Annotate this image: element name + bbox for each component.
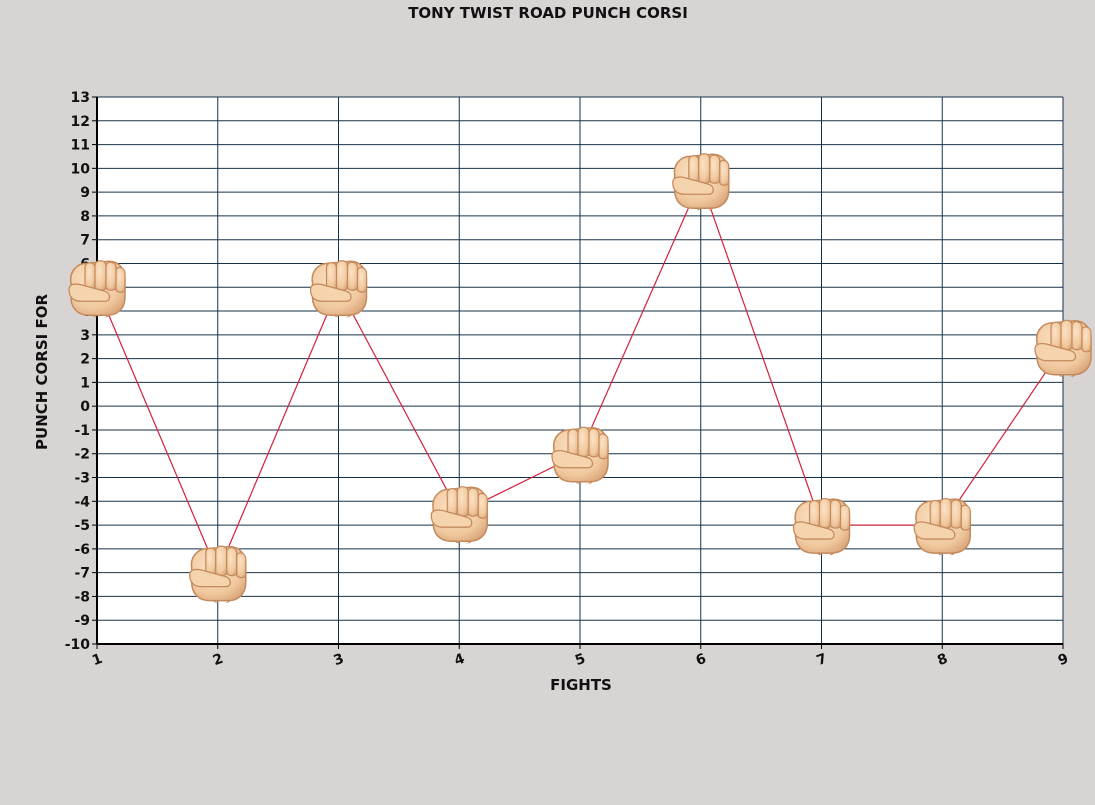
fist-icon bbox=[430, 485, 489, 544]
fist-icon bbox=[913, 497, 972, 556]
y-tick-label: -6 bbox=[74, 542, 90, 558]
y-tick-label: -8 bbox=[74, 589, 90, 605]
x-tick-label: 1 bbox=[90, 651, 105, 669]
x-tick-label: 8 bbox=[935, 651, 950, 669]
fist-icon bbox=[68, 259, 126, 318]
fist-icon bbox=[671, 152, 730, 211]
fist-icon bbox=[551, 426, 609, 484]
y-tick-label: 3 bbox=[80, 328, 90, 344]
x-tick-label: 9 bbox=[1056, 651, 1071, 669]
chart-title: TONY TWIST ROAD PUNCH CORSI bbox=[408, 4, 688, 22]
y-tick-label: 9 bbox=[80, 185, 90, 201]
x-tick-label: 3 bbox=[332, 651, 347, 669]
y-tick-label: -3 bbox=[74, 471, 90, 487]
y-tick-label: -9 bbox=[74, 613, 90, 629]
y-tick-label: -1 bbox=[74, 423, 90, 439]
y-tick-label: -2 bbox=[74, 447, 90, 463]
y-axis-ticks: -10-9-8-7-6-5-4-3-2-1012345678910111213 bbox=[65, 90, 97, 653]
x-axis-title: FIGHTS bbox=[550, 676, 612, 694]
y-tick-label: -4 bbox=[74, 494, 90, 510]
y-tick-label: 12 bbox=[71, 114, 90, 130]
y-tick-label: 0 bbox=[80, 399, 90, 415]
fist-icon bbox=[792, 497, 851, 556]
y-axis-title: PUNCH CORSI FOR bbox=[33, 294, 51, 450]
y-tick-label: 1 bbox=[80, 375, 90, 391]
x-tick-label: 2 bbox=[211, 651, 226, 669]
x-tick-label: 6 bbox=[694, 651, 709, 669]
y-tick-label: -5 bbox=[74, 518, 90, 534]
fist-icon bbox=[1034, 319, 1092, 377]
y-tick-label: -10 bbox=[65, 637, 91, 653]
y-tick-label: 11 bbox=[71, 138, 90, 154]
y-tick-label: 10 bbox=[71, 161, 91, 177]
x-tick-label: 4 bbox=[452, 651, 467, 669]
y-tick-label: 8 bbox=[80, 209, 90, 225]
y-tick-label: 2 bbox=[80, 352, 90, 368]
y-tick-label: 7 bbox=[80, 233, 90, 249]
fist-icon bbox=[188, 545, 247, 603]
y-tick-label: 13 bbox=[71, 90, 90, 106]
x-tick-label: 7 bbox=[815, 651, 830, 669]
y-tick-label: -7 bbox=[74, 566, 90, 582]
plot-area: -10-9-8-7-6-5-4-3-2-1012345678910111213 … bbox=[65, 90, 1092, 669]
fist-icon bbox=[309, 259, 368, 318]
x-axis-ticks: 1 2 3 4 5 6 7 8 9 bbox=[90, 644, 1071, 669]
x-tick-label: 5 bbox=[573, 651, 588, 669]
